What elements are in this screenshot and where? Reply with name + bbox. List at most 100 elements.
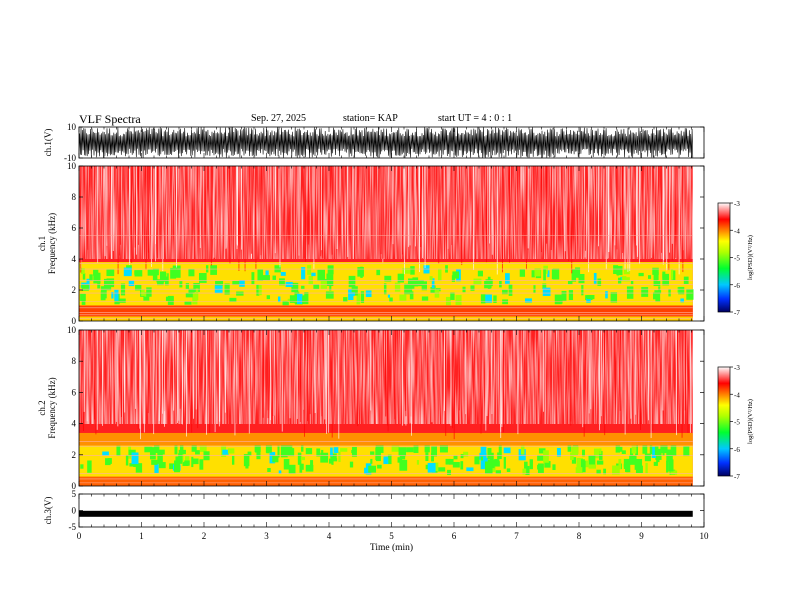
ch2-spectrogram-patch	[474, 456, 480, 465]
ch2-spectrogram-patch	[368, 465, 377, 473]
ch2-spectrogram-patch	[364, 467, 367, 474]
ch2-spectrogram-patch	[300, 456, 306, 461]
ch2-spectrogram-patch	[651, 446, 657, 458]
ch1-spectrogram-patch	[165, 296, 174, 302]
ch2-spectrogram-patch	[524, 461, 528, 469]
ch1-spectrogram-patch	[277, 296, 281, 303]
ch2-spectrogram-patch	[331, 457, 334, 465]
ch2-spectrogram-ytick-label: 8	[72, 356, 77, 366]
ch2-spectrogram-patch	[452, 461, 460, 468]
ch1-spectrogram-patch	[593, 272, 597, 284]
ch2-spectrogram-panel: -3 -4 -5 -6 -7 log(PSD)(V²/Hz) 0 2 4 6 8 10 ch.2 Freq…	[37, 325, 754, 491]
ch1-spectrogram-colorbar-tick-label: -5	[734, 255, 740, 263]
ch1-spectrogram-patch	[258, 284, 262, 296]
ch1-spectrogram-patch	[610, 292, 618, 303]
ch1-spectrogram-patch	[655, 293, 661, 302]
ch1-spectrogram-patch	[586, 297, 591, 303]
ch1-spectrogram-patch	[97, 281, 101, 289]
ch2-spectrogram-patch	[655, 448, 662, 460]
ch2-spectrogram-patch	[184, 460, 190, 466]
ch2-spectrogram-patch	[538, 448, 546, 454]
ch2-spectrogram-patch	[621, 450, 626, 455]
ch3-waveform-series-line	[79, 510, 693, 517]
ch2-spectrogram-patch	[424, 445, 430, 453]
ch1-spectrogram-patch	[301, 285, 305, 289]
ch1-spectrogram-patch	[141, 289, 145, 296]
ch1-spectrogram-panel: -3 -4 -5 -6 -7 log(PSD)(V²/Hz) 0 2 4 6 8 10 ch.1 Freq…	[37, 161, 754, 326]
ch1-spectrogram-patch	[407, 278, 415, 289]
ch2-spectrogram-patch	[243, 454, 250, 467]
ch1-spectrogram-colorbar	[717, 202, 731, 313]
ch2-spectrogram-patch	[131, 452, 139, 465]
ch2-spectrogram-patch	[480, 446, 487, 458]
ch1-spectrogram-patch	[239, 280, 245, 287]
ch1-spectrogram-patch	[164, 273, 169, 286]
ch2-spectrogram-patch	[370, 451, 375, 455]
ch1-waveform-series-line	[78, 126, 694, 159]
ch2-spectrogram-patch	[552, 464, 556, 471]
ch1-spectrogram-colorbar-tick-label: -7	[734, 309, 740, 317]
ch2-spectrogram-patch	[328, 458, 332, 464]
ch2-spectrogram-patch	[427, 462, 436, 473]
ch1-spectrogram-patch	[185, 292, 193, 298]
ch2-spectrogram-patch	[125, 455, 129, 466]
ch1-spectrogram-patch	[89, 274, 93, 281]
ch2-spectrogram-patch	[645, 462, 648, 474]
ch2-spectrogram-patch	[129, 463, 137, 467]
ch1-spectrogram-patch	[412, 277, 419, 287]
ch1-spectrogram-patch	[654, 290, 662, 294]
ch2-spectrogram-patch	[398, 447, 407, 457]
ch2-spectrogram-patch	[349, 461, 354, 468]
ch1-spectrogram-patch	[554, 294, 562, 305]
ch1-spectrogram-patch	[567, 281, 573, 285]
x-tick-label: 3	[264, 531, 269, 541]
ch1-spectrogram-patch	[195, 288, 199, 301]
ch2-spectrogram-patch	[626, 460, 631, 473]
ch1-spectrogram-patch	[409, 291, 414, 300]
ch1-spectrogram-patch	[80, 293, 86, 301]
ch1-spectrogram-patch	[561, 290, 567, 301]
ch1-spectrogram-patch	[435, 287, 441, 292]
ch1-spectrogram-patch	[327, 265, 334, 275]
ch1-spectrogram-patch	[311, 272, 316, 277]
ch1-waveform-ylabel: ch.1(V)	[43, 129, 53, 157]
ch2-spectrogram-patch	[670, 445, 677, 456]
ch2-spectrogram-patch	[439, 445, 448, 453]
x-tick-label: 5	[389, 531, 394, 541]
ch1-spectrogram-patch	[302, 296, 308, 305]
ch1-spectrogram-patch	[95, 273, 100, 283]
ch2-spectrogram-ytick-label: 6	[72, 387, 77, 397]
ch1-spectrogram-patch	[641, 287, 649, 297]
ch1-spectrogram-patch	[680, 298, 684, 303]
ch1-spectrogram-patch	[505, 273, 510, 284]
ch2-spectrogram-patch	[169, 463, 177, 470]
ch2-spectrogram-patch	[570, 452, 574, 460]
ch1-spectrogram-patch	[262, 275, 270, 281]
date-label: Sep. 27, 2025	[251, 113, 306, 124]
ch2-spectrogram-patch	[247, 451, 252, 456]
ch1-spectrogram-patch	[80, 268, 85, 275]
ch2-spectrogram-patch	[330, 447, 333, 457]
ch1-spectrogram-patch	[620, 276, 623, 281]
ch2-spectrogram-patch	[333, 447, 339, 454]
ch1-spectrogram-patch	[623, 268, 630, 275]
ch2-spectrogram-patch	[387, 454, 392, 465]
ch2-spectrogram-patch	[157, 451, 163, 464]
ch2-spectrogram-patch	[351, 449, 354, 454]
ch1-spectrogram-patch	[499, 280, 502, 288]
ch1-spectrogram-patch	[301, 267, 306, 280]
ch1-spectrogram-patch	[430, 286, 435, 293]
ch1-spectrogram-patch	[452, 271, 460, 279]
ch1-spectrogram-patch	[152, 268, 159, 276]
ch2-spectrogram-patch	[316, 448, 321, 457]
ch2-spectrogram-patch	[495, 470, 501, 474]
ch1-spectrogram-patch	[416, 279, 424, 287]
ch2-spectrogram-patch	[635, 445, 638, 456]
ch2-spectrogram-patch	[174, 445, 178, 455]
ch1-spectrogram-patch	[229, 297, 237, 302]
ch1-spectrogram-patch	[81, 300, 86, 305]
ch2-spectrogram-patch	[522, 468, 527, 475]
ch1-spectrogram-patch	[188, 288, 195, 297]
ch2-spectrogram-patch	[320, 452, 329, 463]
ch2-spectrogram-patch	[506, 468, 511, 472]
